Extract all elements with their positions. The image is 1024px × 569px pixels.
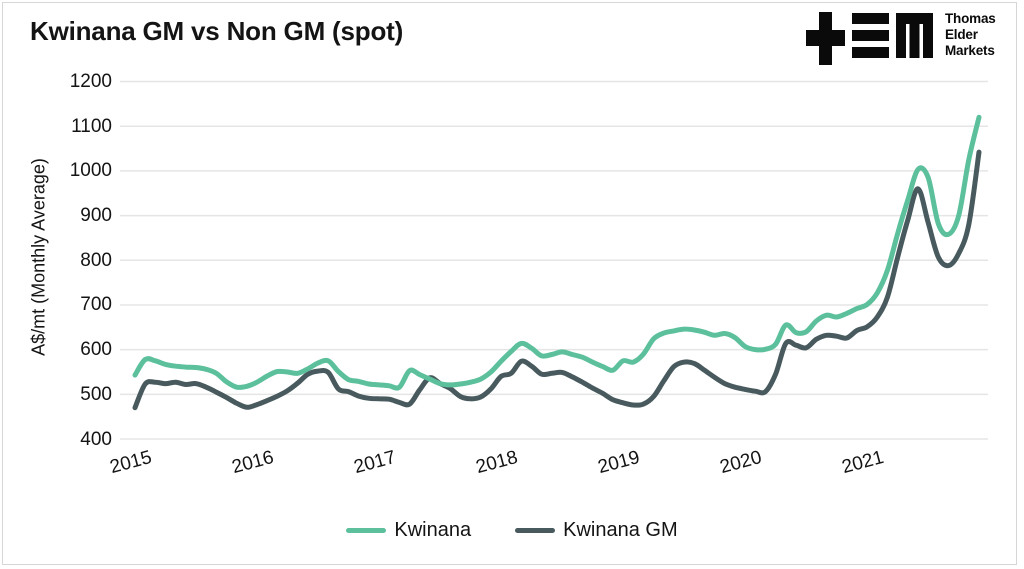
legend-label-kwinana-gm: Kwinana GM <box>563 519 678 541</box>
y-tick-label: 700 <box>80 294 112 316</box>
legend-item-kwinana: Kwinana <box>346 519 471 542</box>
series-line-kwinana-gm <box>132 149 982 411</box>
y-tick-label: 600 <box>80 339 112 361</box>
y-tick-label: 900 <box>80 205 112 227</box>
logo-text-line: Elder <box>945 27 978 42</box>
series-line-kwinana <box>132 114 982 391</box>
y-tick-label: 1000 <box>69 160 112 182</box>
thomas-elder-markets-logo: Thomas Elder Markets <box>806 10 996 68</box>
kwinana-line-swatch <box>346 527 387 534</box>
tem-logo-icon <box>806 12 933 65</box>
logo-text-line: Thomas <box>945 11 996 26</box>
legend-item-kwinana-gm: Kwinana GM <box>515 519 678 542</box>
y-tick-label: 400 <box>80 428 112 450</box>
legend-label-kwinana: Kwinana <box>394 519 472 541</box>
y-tick-label: 800 <box>80 249 112 271</box>
kwinana-gm-line-swatch <box>515 527 556 534</box>
y-tick-label: 1100 <box>71 115 112 137</box>
logo-text: Thomas Elder Markets <box>945 11 996 59</box>
y-tick-label: 1200 <box>69 71 112 92</box>
legend: Kwinana Kwinana GM <box>0 519 1024 542</box>
y-tick-label: 500 <box>80 383 112 405</box>
logo-text-line: Markets <box>945 43 995 58</box>
chart-title: Kwinana GM vs Non GM (spot) <box>30 16 404 46</box>
